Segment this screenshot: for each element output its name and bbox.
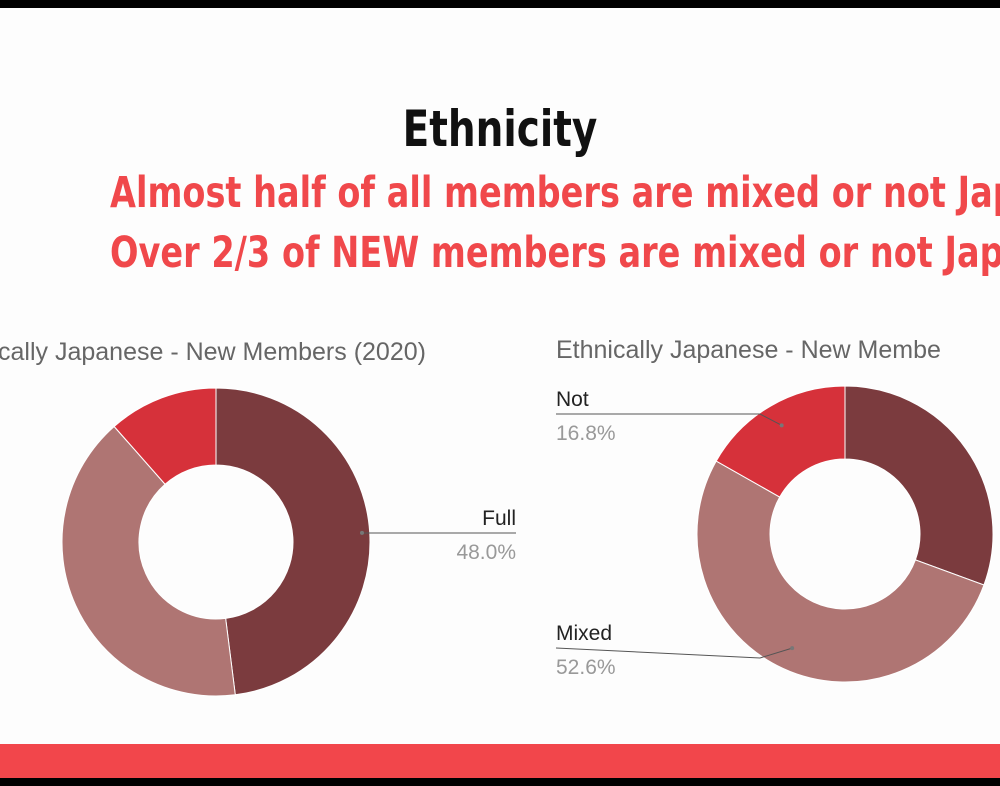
- chart-2-callout-line-2: [555, 647, 793, 659]
- donut-charts: cally Japanese - New Members (2020) Ethn…: [0, 336, 994, 697]
- chart-2-slice-pct-3: 16.8%: [556, 422, 616, 445]
- chart-2-slice-pct-2: 52.6%: [556, 656, 616, 679]
- slide: Ethnicity Almost half of all members are…: [0, 8, 1000, 778]
- chart-1-slice-pct-1: 48.0%: [456, 541, 516, 564]
- chart-2-slice-label-2: Mixed: [556, 622, 612, 645]
- subtitle-line-2: Over 2/3 of NEW members are mixed or not…: [110, 228, 1000, 278]
- bottom-accent-bar: [0, 744, 1000, 778]
- chart-1-slice-2: [61, 425, 236, 697]
- chart-2-slice-label-3: Not: [556, 388, 589, 411]
- chart-1-slice-3: [113, 387, 217, 485]
- slide-title: Ethnicity: [402, 100, 598, 158]
- chart-2-slice-3: [715, 385, 846, 498]
- chart-1-slice-1: [215, 387, 371, 696]
- subtitle-line-1: Almost half of all members are mixed or …: [110, 168, 1000, 218]
- chart-1-slice-label-1: Full: [482, 507, 516, 530]
- chart-2-callout-line-3: [556, 413, 782, 426]
- chart-1-donut: Full 48.0%: [61, 387, 516, 697]
- chart-2-callout-dot-2: [790, 646, 795, 651]
- chart-2-donut: Mixed 52.6% Not 16.8%: [555, 385, 994, 683]
- chart-1-callout-dot-1: [360, 530, 365, 535]
- chart-2-title: Ethnically Japanese - New Membe: [556, 336, 941, 364]
- chart-2-callout-dot-3: [779, 423, 784, 428]
- chart-2-slice-2: [696, 460, 985, 683]
- chart-2-slice-1: [844, 385, 994, 586]
- chart-1-title: cally Japanese - New Members (2020): [0, 338, 426, 366]
